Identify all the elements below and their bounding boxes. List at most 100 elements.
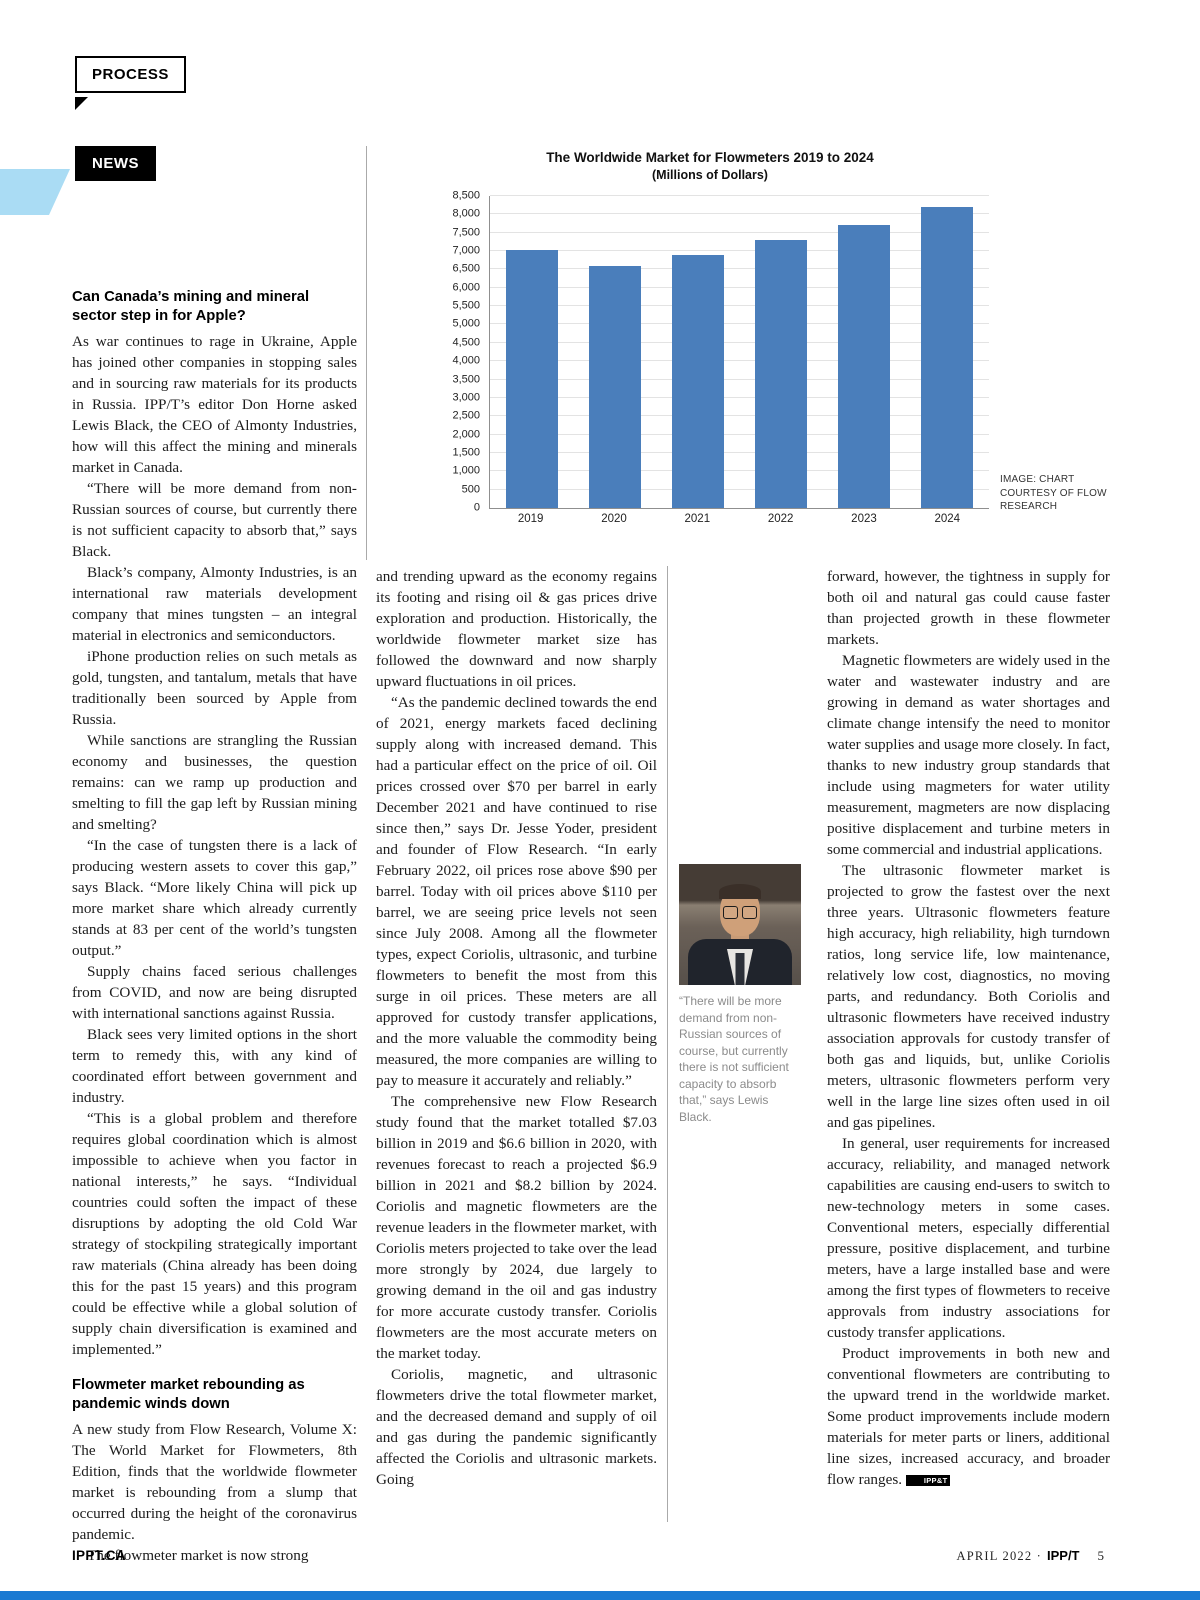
- chart-subtitle: (Millions of Dollars): [652, 168, 768, 182]
- bar-slot: [573, 196, 656, 508]
- article1-body: As war continues to rage in Ukraine, App…: [72, 331, 357, 1360]
- gridline: [490, 470, 989, 472]
- y-tick-label: 1,500: [452, 446, 480, 459]
- gridline: [490, 213, 989, 215]
- paragraph: Black’s company, Almonty Industries, is …: [72, 564, 357, 644]
- middle-column-body: and trending upward as the economy regai…: [376, 566, 657, 1490]
- bar-2020: [588, 265, 641, 508]
- chart-title: The Worldwide Market for Flowmeters 2019…: [546, 150, 874, 165]
- gridline: [490, 415, 989, 417]
- y-tick-label: 8,500: [452, 189, 480, 202]
- chart-plot: [489, 195, 989, 509]
- y-tick-label: 5,000: [452, 317, 480, 330]
- paragraph: Magnetic flowmeters are widely used in t…: [827, 652, 1110, 858]
- y-tick-label: 3,000: [452, 391, 480, 404]
- gridline: [490, 305, 989, 307]
- chart-credit: IMAGE: CHART COURTESY OF FLOW RESEARCH: [1000, 474, 1107, 512]
- flowmeter-market-chart: The Worldwide Market for Flowmeters 2019…: [431, 150, 989, 525]
- gridline: [490, 231, 989, 233]
- photo-person-hair: [719, 884, 761, 899]
- bar-2019: [505, 249, 558, 508]
- photo-person-glasses: [722, 906, 758, 919]
- x-tick-label: 2022: [767, 513, 794, 525]
- y-tick-label: 6,000: [452, 281, 480, 294]
- paragraph: The flowmeter market is now strong: [87, 1547, 309, 1564]
- footer-site: IPPT.CA: [72, 1548, 126, 1563]
- x-tick-label: 2021: [684, 513, 711, 525]
- chart-y-axis: 0 500 1,000 1,500 2,000 2,500 3,000 3,500 4,000 4…: [431, 190, 489, 513]
- y-tick-label: 6,500: [452, 262, 480, 275]
- paragraph: forward, however, the tightness in suppl…: [827, 568, 1110, 648]
- gridline: [490, 488, 989, 490]
- news-label: NEWS: [75, 146, 156, 181]
- y-tick-label: 4,500: [452, 336, 480, 349]
- paragraph: Supply chains faced serious challenges f…: [72, 963, 357, 1022]
- paragraph: Black sees very limited options in the s…: [72, 1026, 357, 1106]
- x-tick-label: 2020: [601, 513, 627, 525]
- article1-heading: Can Canada’s mining and mineral sector s…: [72, 289, 310, 324]
- x-tick-label: 2024: [934, 513, 961, 525]
- bottom-blue-bar: [0, 1591, 1200, 1600]
- bar-2023: [838, 225, 891, 508]
- divider-middle-photo: [667, 566, 668, 1522]
- y-tick-label: 5,500: [452, 299, 480, 312]
- left-column: Can Canada’s mining and mineral sector s…: [72, 288, 357, 1566]
- middle-column: and trending upward as the economy regai…: [376, 566, 657, 1490]
- end-of-article-mark: IPP&T: [905, 1475, 951, 1486]
- x-tick-label: 2023: [851, 513, 877, 525]
- paragraph: In general, user requirements for increa…: [827, 1135, 1110, 1341]
- footer-page-number: 5: [1097, 1548, 1105, 1563]
- y-tick-label: 1,000: [452, 464, 480, 477]
- blue-accent-shape: [0, 169, 70, 215]
- chart-y-axis-spacer: [431, 508, 489, 525]
- gridline: [490, 433, 989, 435]
- paragraph: As war continues to rage in Ukraine, App…: [72, 333, 357, 476]
- right-column: forward, however, the tightness in suppl…: [827, 566, 1110, 1490]
- paragraph: Product improvements in both new and con…: [827, 1343, 1110, 1490]
- y-tick-label: 500: [461, 483, 480, 496]
- process-section-label: PROCESS: [75, 56, 186, 93]
- article2-heading: Flowmeter market rebounding as pandemic …: [72, 1377, 305, 1412]
- paragraph: iPhone production relies on such metals …: [72, 648, 357, 728]
- chart-x-axis: 2019 2020 2021 2022 2023 2024: [489, 513, 989, 525]
- bar-2022: [755, 240, 808, 508]
- gridline: [490, 378, 989, 380]
- right-column-body: forward, however, the tightness in suppl…: [827, 566, 1110, 1343]
- paragraph: “As the pandemic declined towards the en…: [376, 694, 657, 1089]
- bar-slot: [740, 196, 823, 508]
- gridline: [490, 451, 989, 453]
- bar-slot: [490, 196, 573, 508]
- gridline: [490, 195, 989, 196]
- paragraph: Coriolis, magnetic, and ultrasonic flowm…: [376, 1366, 657, 1488]
- x-tick-label: 2019: [517, 513, 544, 525]
- paragraph: and trending upward as the economy regai…: [376, 568, 657, 690]
- paragraph: A new study from Flow Research, Volume X…: [72, 1421, 357, 1543]
- article2-body: A new study from Flow Research, Volume X…: [72, 1419, 357, 1566]
- y-tick-label: 0: [473, 501, 480, 514]
- y-tick-label: 8,000: [452, 207, 480, 220]
- divider-left-chart: [366, 146, 367, 560]
- y-tick-label: 2,000: [452, 428, 480, 441]
- y-tick-label: 3,500: [452, 373, 480, 386]
- gridline: [490, 286, 989, 288]
- gridline: [490, 268, 989, 270]
- paragraph: “There will be more demand from non-Russ…: [72, 480, 357, 560]
- gridline: [490, 360, 989, 362]
- y-tick-label: 7,500: [452, 226, 480, 239]
- chart-bars: [490, 196, 989, 508]
- footer-issue-block: APRIL 2022 · IPP/T 5: [957, 1548, 1104, 1564]
- paragraph: While sanctions are strangling the Russi…: [72, 732, 357, 833]
- y-tick-label: 4,000: [452, 354, 480, 367]
- gridline: [490, 396, 989, 398]
- paragraph: “In the case of tungsten there is a lack…: [72, 837, 357, 959]
- gridline: [490, 323, 989, 325]
- paragraph-text: Product improvements in both new and con…: [827, 1345, 1110, 1488]
- footer-magazine-name: IPP/T: [1046, 1548, 1080, 1563]
- paragraph: The ultrasonic flowmeter market is proje…: [827, 862, 1110, 1131]
- bar-slot: [823, 196, 906, 508]
- gridline: [490, 250, 989, 252]
- photo-person-tie: [735, 953, 745, 985]
- bar-2021: [671, 254, 724, 508]
- bar-2024: [921, 207, 974, 508]
- y-tick-label: 7,000: [452, 244, 480, 257]
